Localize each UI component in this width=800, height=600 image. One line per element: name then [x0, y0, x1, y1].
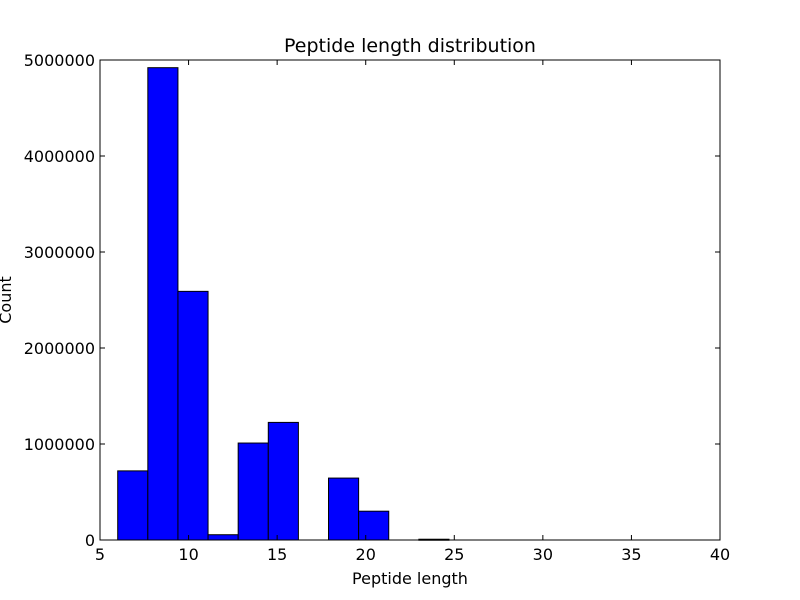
histogram-bar-0	[117, 470, 149, 541]
x-axis-ticks: 5 10 15 20 25 30 35 40	[95, 60, 730, 564]
y-tick-label-3000000: 3000000	[24, 243, 95, 262]
x-tick-label-30: 30	[533, 545, 553, 564]
x-tick-label-5: 5	[95, 545, 105, 564]
plot-frame	[99, 59, 721, 541]
y-tick-label-0: 0	[85, 531, 95, 550]
x-tick-label-10: 10	[178, 545, 198, 564]
histogram-bar-8	[358, 510, 390, 541]
x-tick-label-40: 40	[710, 545, 730, 564]
histogram-bar-5	[267, 421, 299, 541]
histogram-bar-4	[237, 442, 269, 541]
y-tick-label-5000000: 5000000	[24, 51, 95, 70]
x-tick-label-25: 25	[444, 545, 464, 564]
x-tick-label-15: 15	[267, 545, 287, 564]
histogram-bar-1	[147, 67, 179, 541]
chart-title: Peptide length distribution	[284, 35, 536, 57]
histogram-bar-3	[207, 534, 239, 541]
x-axis-label: Peptide length	[352, 569, 468, 588]
histogram-bar-2	[177, 290, 209, 541]
x-tick-label-35: 35	[621, 545, 641, 564]
y-tick-label-1000000: 1000000	[24, 435, 95, 454]
y-tick-label-2000000: 2000000	[24, 339, 95, 358]
bars-group	[117, 67, 450, 541]
y-axis-ticks: 0 1000000 2000000 3000000 4000000 5000000	[24, 51, 720, 550]
y-axis-label: Count	[0, 276, 15, 324]
histogram-bar-7	[328, 477, 360, 541]
y-tick-label-4000000: 4000000	[24, 147, 95, 166]
x-tick-label-20: 20	[356, 545, 376, 564]
